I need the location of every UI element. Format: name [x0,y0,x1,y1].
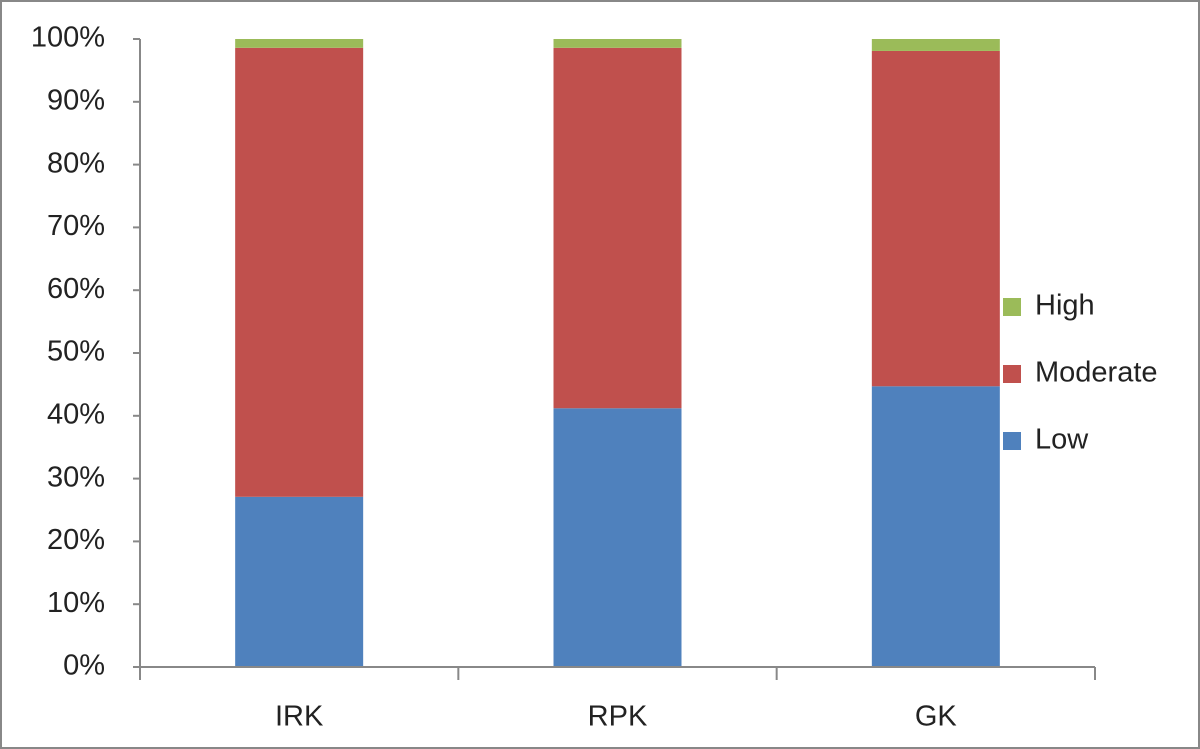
legend-swatch [1003,432,1021,450]
legend-label: Low [1035,424,1089,456]
y-tick-label: 80% [47,147,105,179]
bar-segment [553,408,682,667]
y-tick-label: 50% [47,336,105,368]
bar-segment [553,39,682,48]
x-tick-label: RPK [588,701,648,733]
y-tick-label: 60% [47,273,105,305]
y-tick-label: 0% [63,650,105,682]
y-tick-label: 30% [47,461,105,493]
y-tick-label: 20% [47,524,105,556]
legend-swatch [1003,298,1021,316]
bar-segment [235,39,364,48]
legend-swatch [1003,365,1021,383]
bar-segment [871,50,1000,387]
bar-segment [871,386,1000,667]
y-tick-label: 10% [47,587,105,619]
y-tick-label: 70% [47,210,105,242]
legend-label: High [1035,290,1095,322]
y-tick-label: 100% [31,22,105,54]
x-tick-label: IRK [275,701,324,733]
x-tick-label: GK [915,701,958,733]
bar-segment [235,47,364,497]
bar-segment [235,496,364,667]
bar-segment [553,47,682,409]
bar-segment [871,39,1000,51]
y-tick-label: 90% [47,84,105,116]
legend-label: Moderate [1035,357,1158,389]
y-tick-label: 40% [47,398,105,430]
